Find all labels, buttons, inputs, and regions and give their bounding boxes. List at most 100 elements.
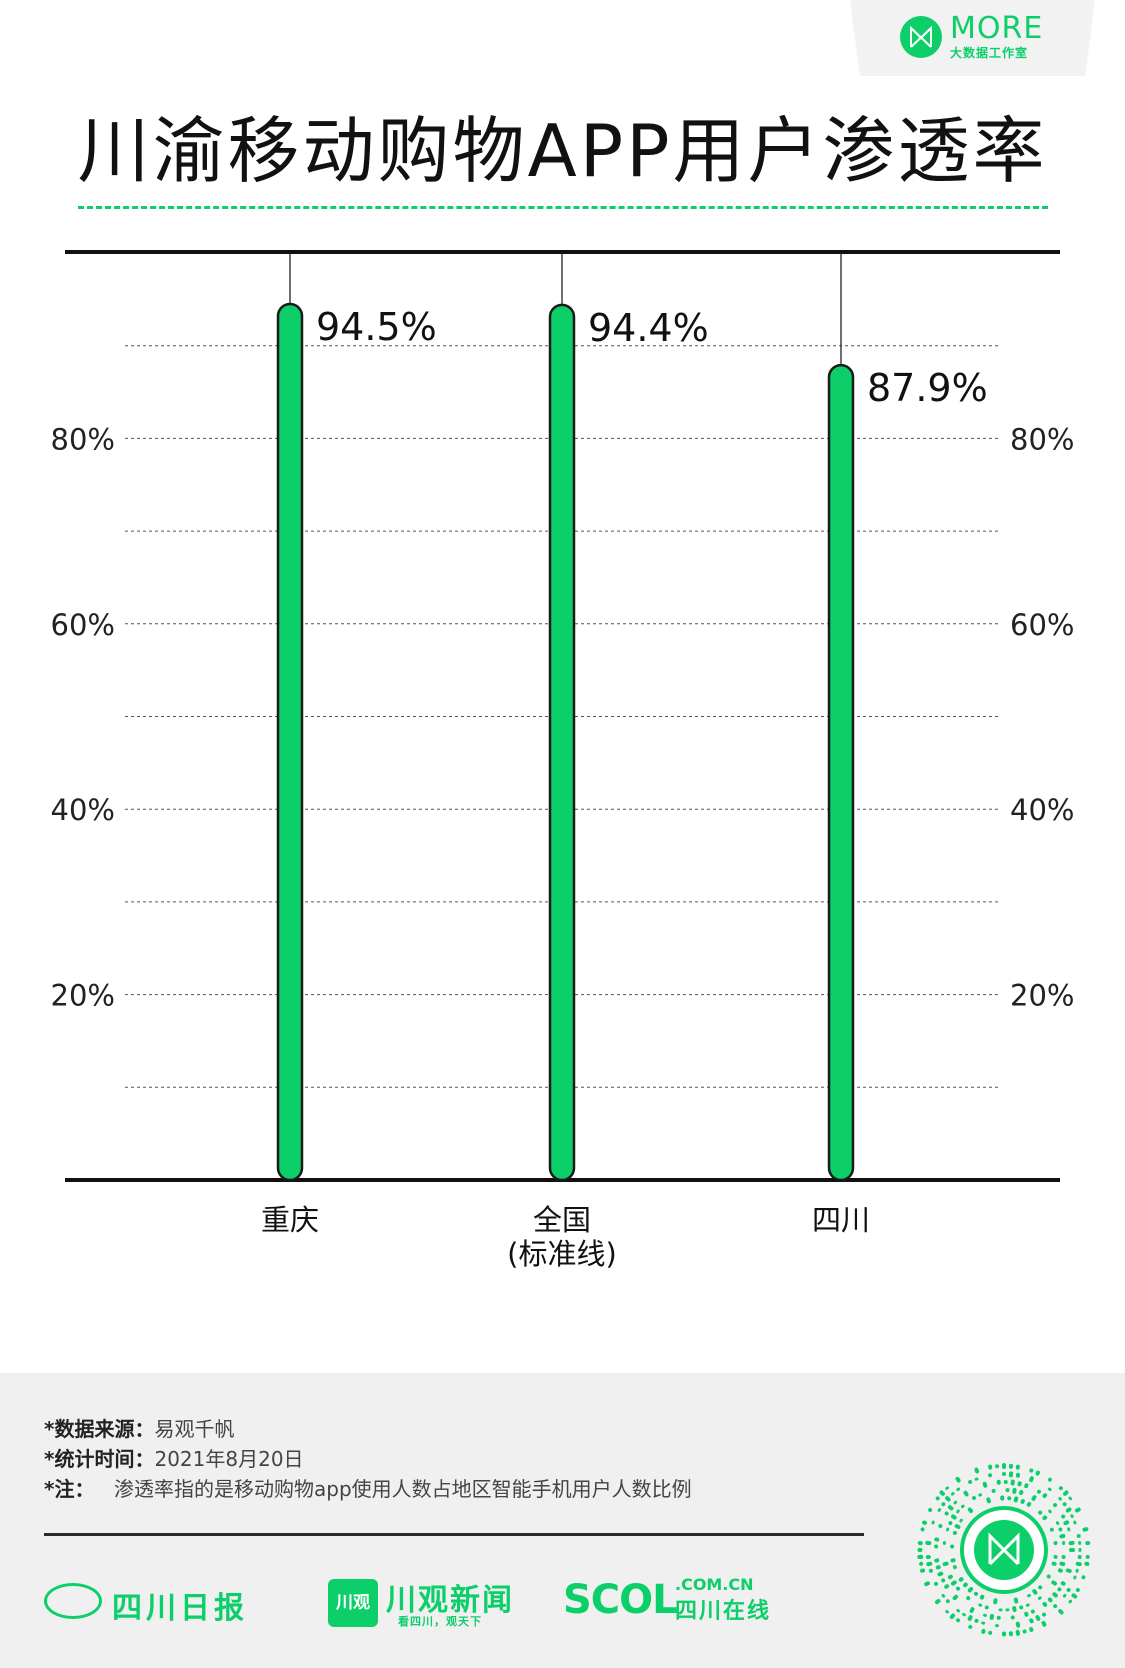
qr-dot xyxy=(968,1479,973,1484)
qr-dot xyxy=(946,1527,950,1532)
qr-dot xyxy=(1038,1585,1043,1590)
qr-dot xyxy=(1000,1495,1005,1501)
footer-divider xyxy=(44,1533,864,1536)
qr-dot xyxy=(1005,1488,1010,1493)
qr-dot xyxy=(967,1615,973,1621)
qr-dot xyxy=(1057,1587,1062,1592)
qr-dot xyxy=(1008,1631,1013,1637)
qr-dot xyxy=(931,1520,935,1525)
note-source-value: 易观千帆 xyxy=(154,1417,235,1441)
qr-dot xyxy=(1025,1603,1030,1607)
qr-dot xyxy=(1049,1527,1054,1532)
qr-dot xyxy=(994,1624,999,1628)
y-tick-label-right: 20% xyxy=(1010,979,1074,1013)
qr-dot xyxy=(1024,1611,1029,1617)
mini-program-code-icon xyxy=(917,1463,1091,1637)
qr-dot xyxy=(1051,1561,1057,1566)
qr-dot xyxy=(917,1548,923,1552)
qr-dot xyxy=(1077,1555,1082,1560)
qr-dot xyxy=(956,1608,961,1613)
qr-dot xyxy=(1056,1521,1060,1525)
qr-dot xyxy=(1078,1548,1082,1552)
qr-dot xyxy=(982,1481,988,1488)
qr-dot xyxy=(978,1493,983,1497)
qr-dot xyxy=(1070,1514,1074,1519)
qr-dot xyxy=(1085,1554,1090,1559)
category-label: 四川 xyxy=(812,1203,870,1237)
qr-dot xyxy=(1020,1499,1025,1504)
note-date: *统计时间：2021年8月20日 xyxy=(44,1445,304,1473)
qr-dot xyxy=(944,1511,949,1516)
qr-dot xyxy=(996,1615,1001,1620)
qr-dot xyxy=(1085,1541,1091,1546)
qr-dot xyxy=(979,1594,985,1600)
qr-dot xyxy=(1038,1510,1043,1515)
qr-dot xyxy=(986,1497,991,1504)
footer: *数据来源：易观千帆 *统计时间：2021年8月20日 *注： 渗透率指的是移动购… xyxy=(0,1373,1125,1668)
bar xyxy=(827,363,855,1182)
qr-dot xyxy=(1059,1533,1066,1539)
qr-dot xyxy=(928,1568,933,1573)
y-tick-label-right: 80% xyxy=(1010,422,1074,456)
y-tick-label-left: 40% xyxy=(51,793,115,827)
sichuan-daily-logo-icon xyxy=(44,1583,102,1619)
note-source: *数据来源：易观千帆 xyxy=(44,1415,234,1443)
qr-dot xyxy=(956,1618,961,1623)
chuanguan-logo-icon: 川观 xyxy=(328,1579,378,1627)
qr-dot xyxy=(956,1509,960,1514)
qr-dot xyxy=(1062,1593,1067,1598)
qr-dot xyxy=(954,1524,961,1529)
qr-dot xyxy=(1082,1527,1089,1532)
qr-dot xyxy=(993,1598,998,1605)
qr-dot xyxy=(961,1504,965,1509)
note-date-key: *统计时间： xyxy=(44,1447,155,1471)
value-label: 87.9% xyxy=(867,366,988,410)
qr-dot xyxy=(917,1541,923,1546)
qr-dot xyxy=(1007,1496,1012,1501)
qr-dot xyxy=(1013,1496,1019,1503)
qr-dot xyxy=(1015,1464,1020,1470)
qr-dot xyxy=(1026,1501,1032,1507)
qr-dot xyxy=(974,1477,979,1481)
qr-dot xyxy=(995,1464,1000,1469)
qr-dot xyxy=(928,1508,933,1513)
qr-dot xyxy=(974,1591,979,1596)
qr-dot xyxy=(937,1508,942,1512)
qr-dot xyxy=(967,1586,974,1593)
qr-dot xyxy=(1027,1593,1031,1598)
qr-dot xyxy=(974,1467,980,1474)
qr-dot xyxy=(1019,1605,1024,1610)
qr-dot xyxy=(1068,1599,1072,1604)
scol-chinese-name: 四川在线 xyxy=(675,1599,772,1624)
brand-name: MORE xyxy=(950,11,1044,46)
note-source-key: *数据来源： xyxy=(44,1417,155,1441)
qr-dot xyxy=(988,1630,993,1635)
qr-dot xyxy=(934,1558,940,1563)
qr-dot xyxy=(1052,1592,1058,1598)
y-tick-label-left: 80% xyxy=(51,422,115,456)
qr-dot xyxy=(945,1610,949,1614)
qr-dot xyxy=(951,1514,957,1520)
qr-dot xyxy=(1015,1621,1021,1628)
qr-dot xyxy=(978,1603,983,1607)
qr-dot xyxy=(963,1582,968,1588)
qr-dot xyxy=(1065,1568,1072,1573)
qr-dot xyxy=(1084,1561,1090,1566)
qr-dot xyxy=(988,1473,993,1478)
qr-dot xyxy=(951,1492,955,1496)
qr-dot xyxy=(1005,1608,1010,1612)
qr-dot xyxy=(1029,1618,1034,1624)
qr-dot xyxy=(950,1544,955,1549)
y-tick-label-left: 20% xyxy=(51,979,115,1013)
qr-dot xyxy=(969,1607,975,1613)
qr-dot xyxy=(952,1565,957,1570)
qr-dot xyxy=(1003,1480,1008,1485)
qr-dot xyxy=(933,1581,938,1586)
partner-sichuan-daily-name: 四川日报 xyxy=(112,1591,248,1626)
qr-dot xyxy=(1048,1509,1052,1514)
qr-dot xyxy=(1037,1596,1042,1600)
more-logo-icon xyxy=(900,16,942,58)
bar xyxy=(276,302,304,1182)
penetration-chart: 20% 20% 40% 40% 60% 60% 80% 80% 94.5% 重庆 94.4% 全国(… xyxy=(51,250,1074,1271)
qr-dot xyxy=(947,1505,954,1511)
